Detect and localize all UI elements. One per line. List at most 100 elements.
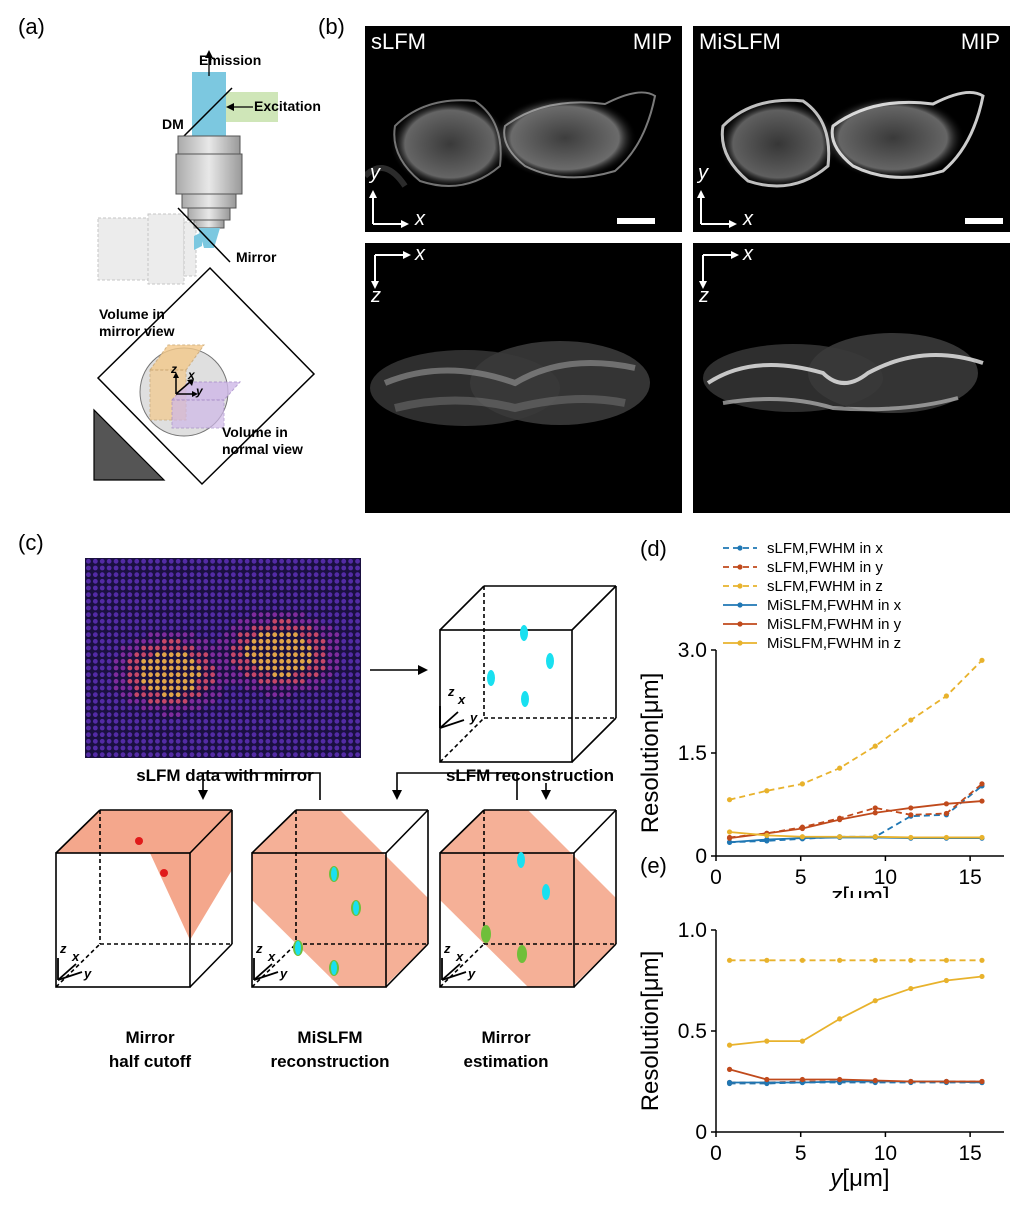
lf-dot [279, 565, 285, 571]
lf-dot [175, 618, 181, 624]
lf-dot [286, 732, 291, 738]
lf-dot [286, 752, 291, 758]
lf-dot [230, 572, 236, 578]
legend-label: MiSLFM,FWHM in z [767, 635, 901, 652]
lf-dot [86, 685, 91, 691]
lf-dot [341, 752, 347, 758]
lf-dot [244, 672, 250, 678]
lf-dot [217, 625, 222, 631]
lf-dot [120, 565, 126, 571]
lf-dot [196, 672, 202, 678]
lf-dot [189, 678, 195, 684]
lf-dot [265, 638, 271, 644]
lf-dot [224, 672, 229, 678]
lf-dot [279, 752, 285, 758]
data-point [726, 1079, 733, 1086]
lf-dot [99, 712, 105, 718]
lf-dot [341, 612, 347, 618]
lf-dot [348, 592, 354, 598]
y-tick-label: 1.0 [678, 920, 707, 942]
lf-dot [293, 578, 298, 584]
lf-dot [327, 685, 333, 691]
lf-dot [175, 698, 181, 704]
lf-dot [355, 725, 360, 731]
lf-dot [155, 558, 160, 564]
lf-dot [148, 618, 153, 624]
caption-slfm-reconstruction: sLFM reconstruction [445, 766, 615, 785]
chart-resolution-vs-y: 0 0.5 1.0 0 5 10 15 Resolution[μm] y[μm] [637, 920, 1004, 1192]
data-point [872, 957, 878, 963]
lf-dot [168, 605, 174, 611]
lf-dot [141, 745, 147, 751]
lf-dot [106, 732, 112, 738]
lf-dot [230, 612, 236, 618]
lf-dot [355, 705, 360, 711]
lf-dot [182, 752, 188, 758]
lf-dot [196, 738, 202, 744]
lf-dot [113, 718, 119, 724]
lf-dot [341, 705, 347, 711]
lf-dot [175, 598, 181, 604]
lf-dot [258, 652, 264, 658]
lf-dot [272, 752, 278, 758]
lf-dot [251, 565, 257, 571]
lf-dot [217, 645, 222, 651]
lf-dot [244, 625, 250, 631]
lf-dot [148, 692, 153, 698]
lf-dot [286, 665, 291, 671]
lf-dot [161, 678, 167, 684]
axis-x: x [743, 243, 753, 265]
axis-z: z [60, 941, 67, 956]
lf-dot [334, 652, 340, 658]
lf-dot [348, 718, 354, 724]
series-line [729, 785, 983, 844]
lf-dot [161, 705, 167, 711]
lf-dot [327, 618, 333, 624]
lf-dot [99, 572, 105, 578]
lf-dot [141, 592, 147, 598]
lf-dot [182, 712, 188, 718]
lf-dot [244, 745, 250, 751]
lf-dot [258, 658, 264, 664]
lf-dot [86, 732, 91, 738]
lf-dot [348, 738, 354, 744]
lf-dot [127, 565, 133, 571]
lf-dot [182, 632, 188, 638]
lf-dot [203, 705, 209, 711]
lf-dot [99, 605, 105, 611]
lf-dot [175, 652, 181, 658]
axis-z: z [699, 285, 709, 307]
lf-dot [355, 732, 360, 738]
lf-dot [272, 585, 278, 591]
lf-dot [313, 698, 319, 704]
lf-dot [355, 638, 360, 644]
lf-dot [355, 692, 360, 698]
lf-dot [189, 685, 195, 691]
lf-dot [148, 558, 153, 564]
lf-dot [182, 665, 188, 671]
lf-dot [182, 612, 188, 618]
lf-dot [86, 572, 91, 578]
lf-dot [217, 612, 222, 618]
lf-dot [210, 565, 216, 571]
data-point [943, 957, 949, 963]
y-tick-label: 0.5 [678, 1020, 707, 1043]
lf-dot [134, 725, 140, 731]
lf-dot [161, 652, 167, 658]
lf-dot [258, 578, 264, 584]
lf-dot [120, 658, 126, 664]
lf-dot [106, 612, 112, 618]
lf-dot [134, 578, 140, 584]
data-point [764, 832, 770, 838]
lf-dot [189, 692, 195, 698]
lf-dot [258, 632, 264, 638]
lf-dot [251, 645, 257, 651]
data-point [979, 798, 985, 804]
lf-dot [348, 605, 354, 611]
legend-entry: sLFM,FWHM in x [723, 540, 883, 557]
lf-dot [217, 658, 222, 664]
lf-dot [168, 645, 174, 651]
lf-dot [320, 685, 326, 691]
lf-dot [148, 598, 153, 604]
lf-dot [120, 592, 126, 598]
